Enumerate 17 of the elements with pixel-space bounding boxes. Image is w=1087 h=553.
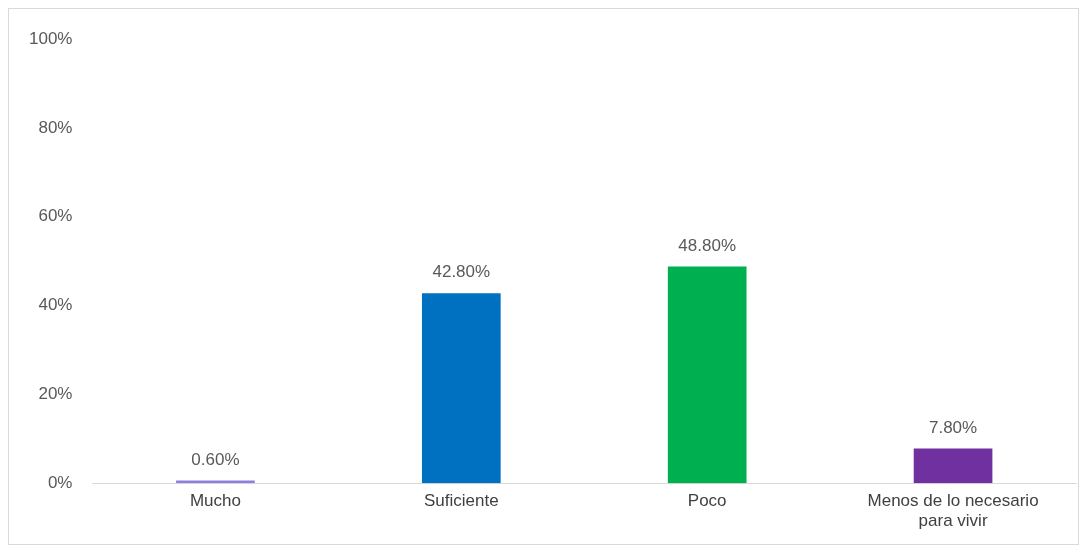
y-tick-label: 60%	[38, 206, 73, 226]
bar	[421, 293, 501, 484]
x-tick-label: Mucho	[189, 491, 241, 511]
bar	[913, 448, 993, 484]
y-tick-label: 20%	[38, 384, 73, 404]
y-tick-label: 100%	[29, 28, 73, 48]
y-tick-label: 80%	[38, 117, 73, 137]
data-label: 48.80%	[678, 235, 737, 255]
x-tick-label: Poco	[687, 491, 727, 511]
y-tick-label: 0%	[47, 472, 73, 492]
data-label: 7.80%	[928, 417, 978, 437]
y-tick-label: 40%	[38, 295, 73, 315]
data-label: 42.80%	[432, 262, 491, 282]
x-tick-label: Menos de lo necesario para vivir	[867, 491, 1039, 531]
x-tick-label: Suficiente	[423, 491, 499, 511]
data-label: 0.60%	[191, 449, 240, 469]
bar	[667, 266, 747, 484]
